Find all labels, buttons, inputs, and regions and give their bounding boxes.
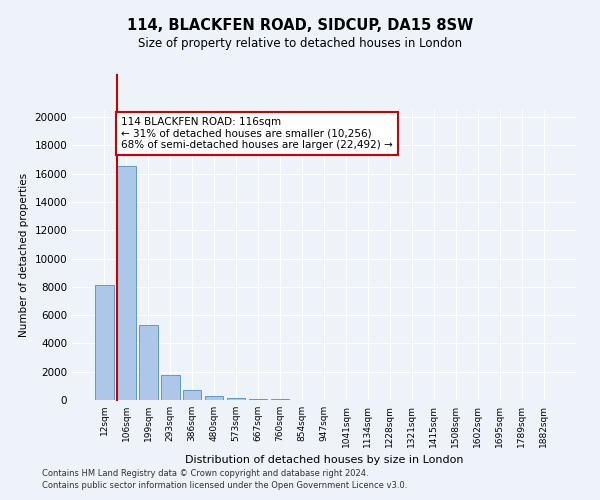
Text: 114, BLACKFEN ROAD, SIDCUP, DA15 8SW: 114, BLACKFEN ROAD, SIDCUP, DA15 8SW xyxy=(127,18,473,32)
Bar xyxy=(249,398,268,400)
Bar xyxy=(161,374,179,400)
Text: Contains public sector information licensed under the Open Government Licence v3: Contains public sector information licen… xyxy=(42,481,407,490)
Bar xyxy=(205,396,223,400)
Bar xyxy=(117,166,136,400)
Bar xyxy=(139,325,158,400)
Y-axis label: Number of detached properties: Number of detached properties xyxy=(19,173,29,337)
X-axis label: Distribution of detached houses by size in London: Distribution of detached houses by size … xyxy=(185,456,463,466)
Text: Contains HM Land Registry data © Crown copyright and database right 2024.: Contains HM Land Registry data © Crown c… xyxy=(42,468,368,477)
Text: Size of property relative to detached houses in London: Size of property relative to detached ho… xyxy=(138,38,462,51)
Bar xyxy=(183,390,202,400)
Bar xyxy=(227,398,245,400)
Bar xyxy=(95,286,113,400)
Text: 114 BLACKFEN ROAD: 116sqm
← 31% of detached houses are smaller (10,256)
68% of s: 114 BLACKFEN ROAD: 116sqm ← 31% of detac… xyxy=(121,117,393,150)
